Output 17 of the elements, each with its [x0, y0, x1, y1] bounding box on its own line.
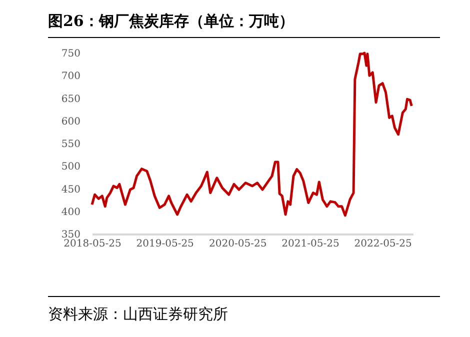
y-tick-label: 350 [61, 230, 80, 240]
y-tick-label: 700 [61, 71, 80, 82]
y-tick-label: 750 [61, 48, 80, 60]
y-tick-label: 400 [61, 206, 80, 218]
x-tick-label: 2018-05-25 [64, 238, 122, 250]
x-tick-label: 2021-05-25 [282, 238, 340, 250]
chart-title: 图26：钢厂焦炭库存（单位：万吨） [48, 12, 440, 38]
text: 资料来源：山西证券研究所 [48, 296, 440, 324]
y-tick-label: 450 [61, 184, 80, 196]
y-tick-label: 650 [61, 94, 80, 105]
x-tick-label: 2020-05-25 [209, 238, 267, 250]
y-tick-label: 550 [61, 139, 80, 150]
line-series [90, 52, 413, 217]
y-tick-label: 500 [61, 162, 80, 173]
x-tick-label: 2019-05-25 [136, 238, 194, 250]
x-tick-label: 2022-05-25 [354, 238, 412, 250]
y-tick-label: 600 [61, 116, 80, 128]
